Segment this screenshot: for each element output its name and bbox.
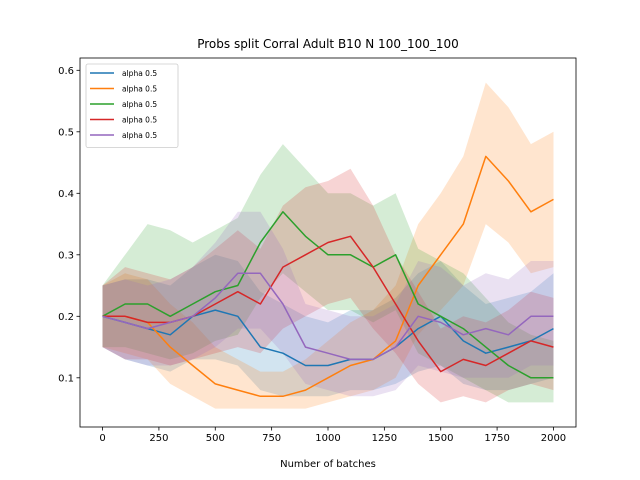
legend-label-1: alpha 0.5 (122, 69, 157, 78)
y-tick-label: 0.5 (58, 127, 74, 138)
x-tick-label: 2000 (541, 433, 566, 444)
confidence-bands (102, 82, 554, 409)
confidence-band-5 (102, 211, 554, 397)
series-line-2 (102, 155, 554, 398)
x-tick-label: 500 (206, 433, 225, 444)
confidence-band-2 (102, 82, 554, 409)
x-tick-label: 1500 (428, 433, 453, 444)
x-tick-label: 1250 (372, 433, 397, 444)
x-tick-label: 750 (262, 433, 281, 444)
y-tick-label: 0.4 (58, 189, 74, 200)
legend-label-2: alpha 0.5 (122, 85, 157, 94)
series-line-1 (102, 309, 554, 367)
y-tick-label: 0.1 (58, 373, 74, 384)
x-tick-label: 1000 (315, 433, 340, 444)
series-line-3 (102, 211, 554, 379)
legend-frame (85, 63, 179, 148)
legend-label-3: alpha 0.5 (122, 100, 157, 109)
y-tick-label: 0.6 (58, 66, 74, 77)
confidence-band-4 (102, 168, 554, 403)
chart-title: Probs split Corral Adult B10 N 100_100_1… (197, 37, 459, 51)
legend-label-5: alpha 0.5 (122, 131, 157, 140)
x-tick-label: 1750 (484, 433, 509, 444)
confidence-band-1 (102, 254, 554, 397)
x-tick-label: 0 (99, 433, 105, 444)
x-tick-label: 250 (149, 433, 168, 444)
y-tick-label: 0.3 (58, 250, 74, 261)
x-axis-ticks: 0 250 500 750 1000 1250 1500 1750 2000 (99, 427, 566, 444)
y-axis-ticks: 0.1 0.2 0.3 0.4 0.5 0.6 (58, 66, 80, 384)
x-axis-label: Number of batches (280, 459, 376, 470)
y-tick-label: 0.2 (58, 312, 74, 323)
series-line-5 (102, 272, 554, 361)
confidence-band-3 (102, 144, 554, 403)
legend: alpha 0.5 alpha 0.5 alpha 0.5 alpha 0.5 alph… (85, 63, 179, 148)
series-lines (102, 155, 554, 398)
legend-label-4: alpha 0.5 (122, 116, 157, 125)
